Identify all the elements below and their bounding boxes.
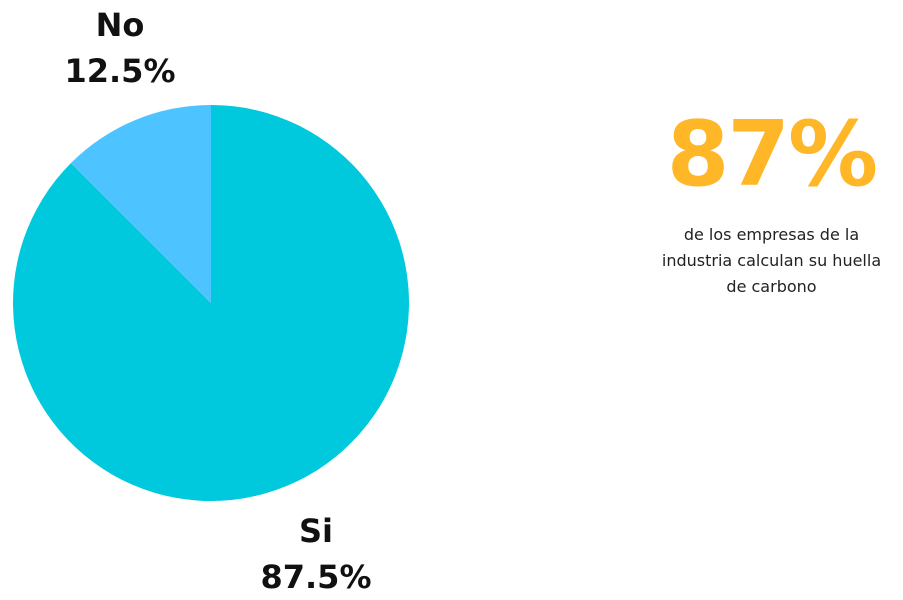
slice-label-no: No 12.5% <box>40 2 200 94</box>
stat-callout: 87% de los empresas de la industria calc… <box>640 100 903 300</box>
pie-slice-no <box>70 105 211 303</box>
stat-description: de los empresas de la industria calculan… <box>661 225 882 296</box>
slice-label-si-value: 87.5% <box>260 558 372 596</box>
stat-value: 87% <box>666 102 878 207</box>
slice-label-si-name: Si <box>298 512 333 550</box>
slice-label-no-value: 12.5% <box>64 52 176 90</box>
slice-label-si: Si 87.5% <box>236 508 396 600</box>
slice-label-no-name: No <box>95 6 145 44</box>
